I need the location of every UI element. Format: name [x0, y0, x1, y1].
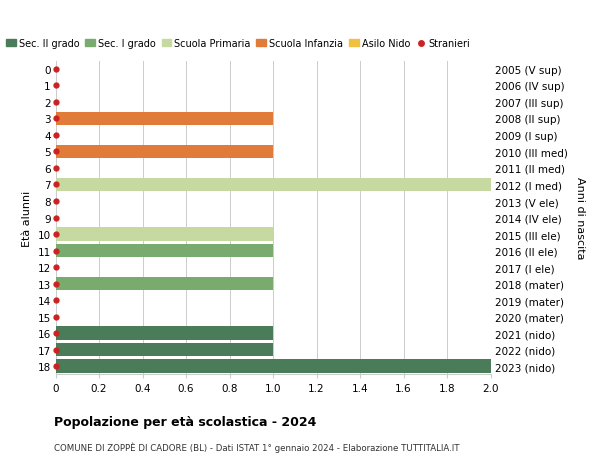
- Legend: Sec. II grado, Sec. I grado, Scuola Primaria, Scuola Infanzia, Asilo Nido, Stran: Sec. II grado, Sec. I grado, Scuola Prim…: [2, 35, 474, 53]
- Y-axis label: Anni di nascita: Anni di nascita: [575, 177, 585, 259]
- Bar: [56, 277, 273, 291]
- Bar: [56, 343, 273, 357]
- Text: Popolazione per età scolastica - 2024: Popolazione per età scolastica - 2024: [54, 415, 316, 428]
- Bar: [56, 359, 491, 373]
- Bar: [56, 146, 273, 159]
- Bar: [56, 327, 273, 340]
- Bar: [56, 179, 491, 192]
- Bar: [56, 112, 273, 126]
- Bar: [56, 228, 273, 241]
- Text: COMUNE DI ZOPPÈ DI CADORE (BL) - Dati ISTAT 1° gennaio 2024 - Elaborazione TUTTI: COMUNE DI ZOPPÈ DI CADORE (BL) - Dati IS…: [54, 442, 460, 452]
- Bar: [56, 244, 273, 258]
- Y-axis label: Età alunni: Età alunni: [22, 190, 32, 246]
